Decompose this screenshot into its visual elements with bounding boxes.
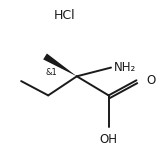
Polygon shape: [43, 53, 77, 76]
Text: OH: OH: [100, 133, 118, 146]
Text: O: O: [146, 74, 155, 87]
Text: &1: &1: [45, 68, 57, 77]
Text: NH₂: NH₂: [114, 61, 136, 74]
Text: HCl: HCl: [53, 9, 75, 22]
